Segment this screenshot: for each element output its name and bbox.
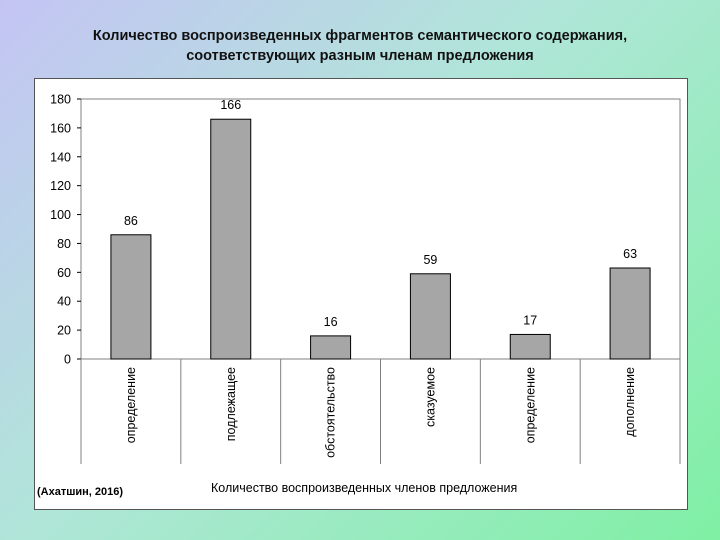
slide-title-line-1: Количество воспроизведенных фрагментов с… [92, 28, 628, 44]
y-tick-label: 40 [57, 295, 71, 309]
y-tick-label: 60 [57, 266, 71, 280]
x-tick-label: определение [124, 367, 138, 443]
x-axis-title: Количество воспроизведенных членов предл… [211, 481, 518, 495]
bar [609, 267, 651, 360]
x-tick-label: сказуемое [423, 367, 437, 427]
y-tick-label: 120 [50, 179, 71, 193]
data-label: 59 [423, 253, 437, 267]
bar [509, 333, 551, 360]
data-label: 86 [124, 214, 138, 228]
y-tick-label: 140 [50, 150, 71, 164]
data-label: 17 [523, 313, 537, 327]
bar [409, 273, 451, 360]
y-tick-label: 20 [57, 324, 71, 338]
data-label: 166 [220, 98, 241, 112]
slide-title: Количество воспроизведенных фрагментов с… [20, 26, 700, 66]
bar-chart: 02040608010012014016018086определение166… [50, 93, 681, 464]
bar [310, 335, 352, 360]
x-tick-label: обстоятельство [324, 367, 338, 458]
chart-frame: 0 20 40 60 80 100 120 140 160 180 86 определение 166… [34, 78, 688, 510]
plot-area [80, 98, 681, 360]
data-label: 16 [324, 315, 338, 329]
bar [110, 234, 152, 360]
citation: (Ахатшин, 2016) [37, 486, 124, 498]
data-label: 63 [623, 247, 637, 261]
y-tick-label: 0 [64, 353, 71, 367]
x-tick-label: подлежащее [224, 367, 238, 441]
bar [210, 118, 252, 360]
y-tick-label: 100 [50, 208, 71, 222]
slide-title-line-2: соответствующих разным членам предложени… [186, 48, 534, 64]
y-tick-label: 80 [57, 237, 71, 251]
x-tick-label: дополнение [623, 367, 637, 437]
y-tick-label: 180 [50, 93, 71, 107]
y-tick-label: 160 [50, 121, 71, 135]
x-tick-label: определение [523, 367, 537, 443]
